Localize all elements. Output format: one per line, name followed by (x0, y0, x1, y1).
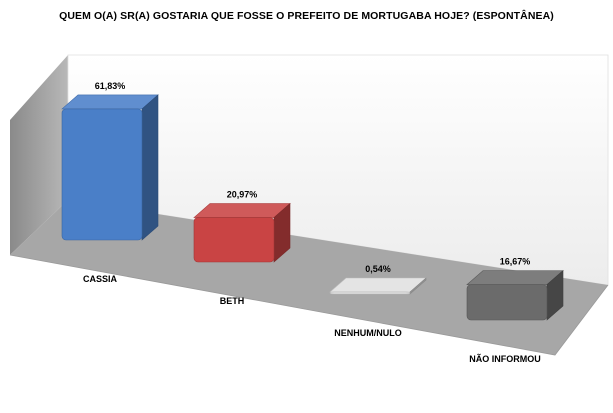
chart-title: QUEM O(A) SR(A) GOSTARIA QUE FOSSE O PRE… (59, 10, 554, 22)
category-label: CASSIA (83, 274, 118, 284)
bar-front (329, 291, 411, 295)
bar-top (61, 94, 159, 110)
bar-top (329, 277, 427, 293)
value-label: 16,67% (500, 257, 531, 267)
category-label: NÃO INFORMOU (469, 354, 541, 364)
bar-front (466, 284, 548, 321)
bar-side (141, 94, 159, 241)
bar-front (61, 108, 143, 241)
value-label: 20,97% (227, 190, 258, 200)
category-label: NENHUM/NULO (334, 328, 402, 338)
bar-top (193, 203, 291, 218)
bar-cassia (61, 94, 159, 241)
chart-side-wall (10, 55, 68, 255)
bar-top (466, 270, 564, 285)
chart-floor (10, 200, 608, 355)
bar-front (193, 217, 275, 263)
bar-beth (193, 202, 291, 263)
bar-nenhum-nulo (329, 277, 427, 295)
value-label: 0,54% (365, 264, 391, 274)
bar-n-o-informou (466, 269, 564, 321)
value-label: 61,83% (95, 81, 126, 91)
chart-floor-edge (9, 254, 609, 356)
category-label: BETH (220, 296, 245, 306)
